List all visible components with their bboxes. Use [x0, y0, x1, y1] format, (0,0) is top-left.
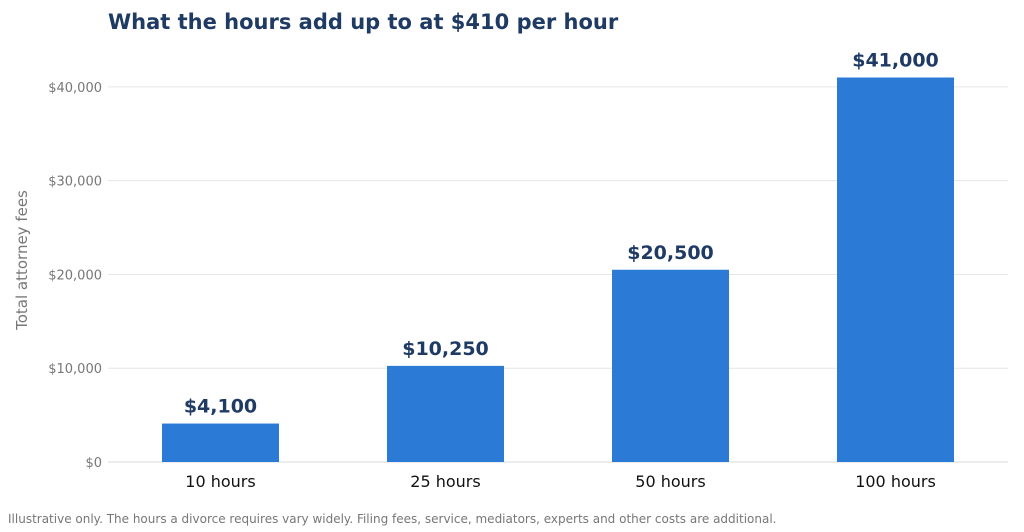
x-tick-label: 10 hours: [185, 472, 255, 491]
bar-value-label: $20,500: [627, 242, 714, 264]
y-tick-label: $20,000: [48, 268, 102, 283]
bar-value-label: $41,000: [852, 50, 939, 72]
y-axis-label: Total attorney fees: [13, 190, 31, 331]
bar-value-label: $10,250: [402, 338, 489, 360]
y-tick-label: $40,000: [48, 81, 102, 96]
bar-value-label: $4,100: [184, 396, 257, 418]
bar: [387, 365, 504, 462]
bars: [162, 77, 954, 462]
bar: [612, 269, 729, 462]
bar: [837, 77, 954, 462]
y-tick-label: $30,000: [48, 175, 102, 190]
x-tick-label: 25 hours: [410, 472, 480, 491]
value-labels: $4,100 $10,250 $20,500 $41,000: [184, 50, 939, 418]
footnote: Illustrative only. The hours a divorce r…: [8, 512, 777, 526]
x-tick-label: 100 hours: [855, 472, 936, 491]
y-axis-ticks: $0 $10,000 $20,000 $30,000 $40,000: [48, 81, 102, 471]
x-axis-ticks: 10 hours 25 hours 50 hours 100 hours: [185, 472, 936, 491]
y-tick-label: $0: [85, 456, 102, 471]
y-tick-label: $10,000: [48, 362, 102, 377]
chart-title: What the hours add up to at $410 per hou…: [108, 10, 619, 34]
bar: [162, 423, 279, 462]
x-tick-label: 50 hours: [635, 472, 705, 491]
